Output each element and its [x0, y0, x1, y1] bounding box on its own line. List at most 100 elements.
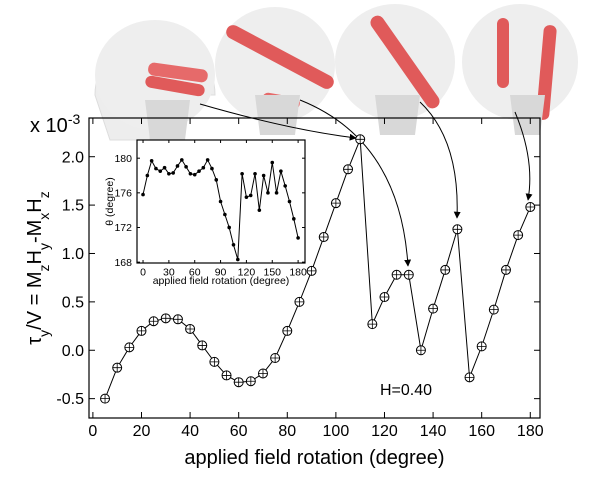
data-point [141, 192, 145, 197]
data-point [306, 265, 317, 276]
x-tick-label: 0 [88, 423, 97, 440]
data-point [257, 208, 262, 212]
data-point [283, 184, 287, 188]
data-point [428, 303, 439, 314]
x-tick-label: 120 [238, 267, 256, 279]
data-point [218, 199, 223, 204]
sphere [462, 4, 578, 135]
data-point [160, 313, 171, 324]
arrows [199, 99, 533, 267]
data-point [167, 171, 171, 176]
marker-cross [112, 363, 122, 373]
data-point [210, 166, 214, 171]
marker-cross [392, 270, 402, 280]
data-point [391, 269, 402, 280]
y-axis-title: θ (degree) [104, 177, 116, 225]
marker-cross [185, 324, 195, 334]
data-point [205, 158, 210, 162]
data-point [257, 368, 268, 379]
data-point [223, 212, 227, 217]
data-point [188, 171, 193, 176]
data-point [162, 165, 167, 170]
x-axis-title: applied field rotation (degree) [184, 447, 444, 469]
label-part: z [36, 191, 52, 198]
x-tick-label: 180 [289, 267, 307, 279]
y-tick-label: 1.5 [62, 198, 84, 215]
label-part: x [36, 213, 52, 220]
marker-cross [452, 224, 462, 234]
marker-cross [489, 305, 499, 315]
y-tick-label: -0.5 [56, 391, 84, 408]
data-point [248, 193, 253, 198]
data-point [171, 171, 175, 175]
data-point [214, 178, 219, 182]
label-part: θ (degree) [104, 177, 116, 225]
data-point [236, 257, 240, 262]
data-point [355, 134, 366, 145]
data-point [279, 169, 283, 173]
x-tick-label: 140 [420, 423, 447, 440]
marker-cross [246, 376, 256, 386]
data-point [253, 171, 257, 176]
data-point [185, 323, 196, 334]
marker-cross [355, 134, 365, 144]
data-point [201, 165, 206, 170]
marker-cross [367, 319, 377, 329]
x-tick-label: 30 [163, 267, 175, 279]
marker-cross [173, 314, 183, 324]
annotation: H=0.40 [380, 382, 432, 399]
x-tick-label: 60 [189, 267, 201, 279]
data-point [266, 191, 270, 195]
marker-cross [331, 198, 341, 208]
data-point [282, 325, 293, 336]
data-point [112, 362, 123, 373]
sphere-illustrations [94, 4, 578, 141]
marker-cross [307, 266, 317, 276]
data-point [318, 232, 329, 243]
marker-cross [440, 265, 450, 275]
label-part: τ [24, 337, 46, 345]
marker-cross [404, 270, 414, 280]
x-tick-label: 180 [517, 423, 544, 440]
data-point [158, 169, 163, 173]
sphere [335, 4, 455, 135]
x-axis-title: applied field rotation (degree) [153, 275, 290, 287]
data-point [270, 160, 275, 165]
label-part: -M [24, 220, 46, 243]
x-tick-label: 40 [181, 423, 199, 440]
x-tick-label: 0 [140, 267, 146, 279]
marker-cross [136, 326, 146, 336]
marker-cross [513, 230, 523, 240]
data-point [403, 269, 414, 280]
data-point [476, 341, 487, 352]
main-plot: 0 20 40 60 80 100 120 140 160 180 -0.5 0.0 0.5 1.0 1.5… [24, 111, 544, 469]
data-point [172, 314, 183, 325]
label-part: H [24, 250, 46, 264]
marker-cross [270, 353, 280, 363]
marker-cross [197, 340, 207, 350]
marker-cross [379, 292, 389, 302]
x-tick-label: 120 [371, 423, 398, 440]
x-tick-label: 80 [278, 423, 296, 440]
data-point [525, 202, 536, 213]
marker-cross [525, 202, 535, 212]
x-tick-label: 160 [468, 423, 495, 440]
x-tick-label: 60 [230, 423, 248, 440]
marker-cross [428, 304, 438, 314]
data-point [145, 173, 150, 178]
data-point [415, 345, 426, 356]
data-point [440, 264, 451, 275]
data-point [464, 372, 475, 383]
y-axis-title: τy/V = MzHy-MxHz [24, 191, 52, 345]
data-point [136, 325, 147, 336]
x-tick-label: 150 [263, 267, 281, 279]
y-tick-label: 168 [114, 257, 132, 269]
y-tick-label: 180 [114, 153, 132, 165]
data-point [343, 164, 354, 175]
x-tick-label: 100 [323, 423, 350, 440]
data-point [367, 319, 378, 330]
data-point [231, 243, 236, 247]
marker-cross [149, 316, 159, 326]
sphere [94, 20, 216, 141]
